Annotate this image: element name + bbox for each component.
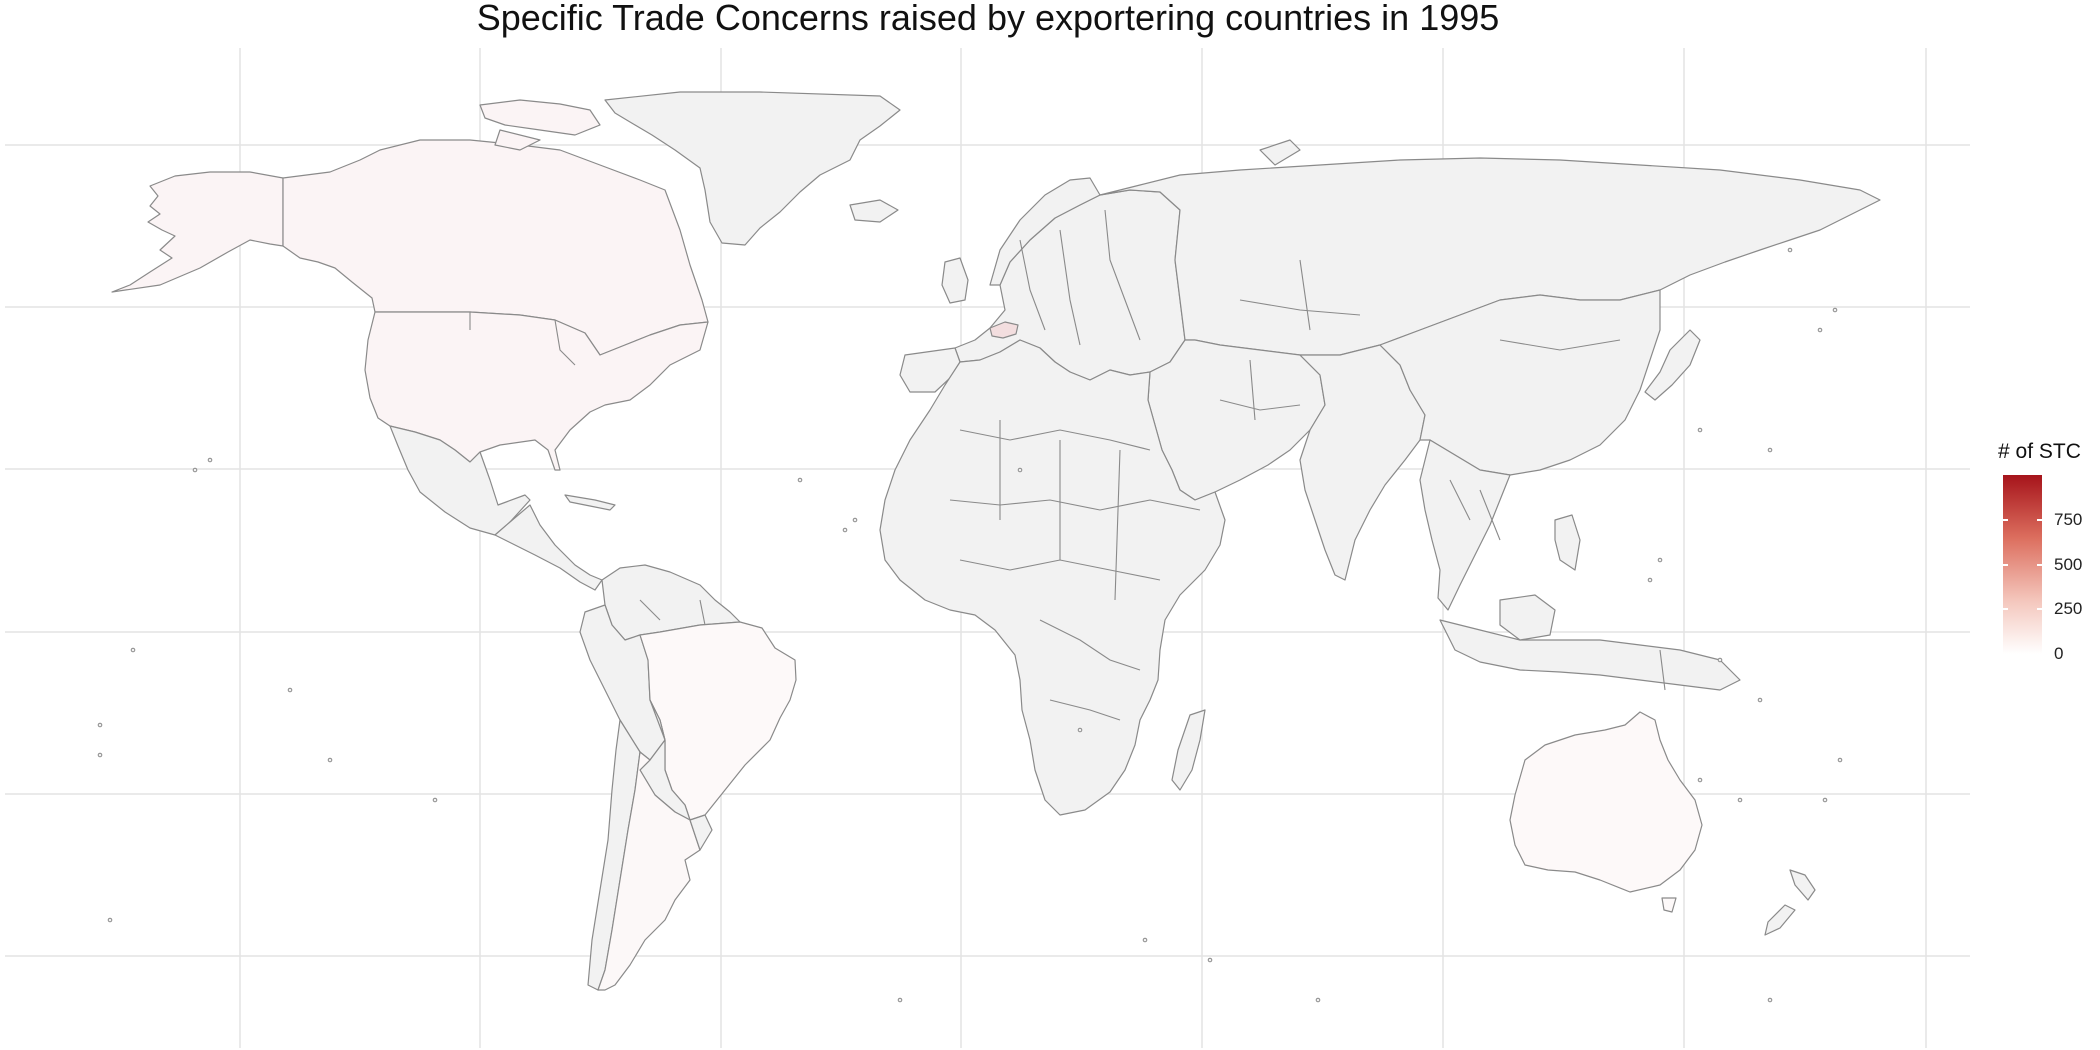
- island-mark: [327, 757, 333, 763]
- legend-tick: [2037, 518, 2042, 521]
- border-line: [1449, 479, 1501, 541]
- region-greenland: [604, 91, 901, 246]
- legend-label: 750: [2054, 509, 2083, 529]
- map-title: Specific Trade Concerns raised by export…: [476, 0, 1500, 38]
- legend-tick: [2037, 608, 2042, 611]
- region-australia: [1509, 711, 1703, 893]
- region-china-mongolia: [1379, 289, 1661, 476]
- region-japan: [1644, 329, 1701, 401]
- region-iceland: [849, 199, 899, 223]
- region-new-zealand: [1764, 869, 1816, 936]
- region-philippines: [1554, 514, 1581, 571]
- island-mark: [1837, 757, 1843, 763]
- region-indonesia-png: [1439, 619, 1741, 691]
- island-mark: [1647, 577, 1653, 583]
- legend-colorbar: [2003, 475, 2042, 654]
- island-mark: [797, 477, 803, 483]
- border-line: [949, 499, 1201, 511]
- country-borders: [469, 209, 1666, 721]
- island-mark: [1737, 797, 1743, 803]
- region-novaya-zemlya: [1259, 139, 1301, 166]
- region-southeast-asia: [1419, 439, 1511, 611]
- border-line: [1049, 699, 1121, 721]
- island-mark: [1822, 797, 1828, 803]
- border-line: [1659, 649, 1666, 691]
- island-mark: [107, 917, 113, 923]
- island-mark: [842, 527, 848, 533]
- border-line: [959, 429, 1151, 451]
- region-africa: [879, 339, 1226, 816]
- region-central-america: [494, 504, 603, 591]
- border-line: [1219, 359, 1301, 421]
- country-shapes: [111, 91, 1881, 991]
- legend-tick: [2037, 563, 2042, 566]
- island-mark: [432, 797, 438, 803]
- island-mark: [192, 467, 198, 473]
- region-alaska: [111, 171, 284, 293]
- island-mark: [97, 752, 103, 758]
- region-tasmania: [1661, 897, 1677, 913]
- island-mark: [897, 997, 903, 1003]
- island-mark: [207, 457, 213, 463]
- region-uruguay: [689, 814, 713, 851]
- region-mexico: [389, 425, 531, 536]
- region-argentina: [597, 751, 701, 991]
- island-mark: [1767, 447, 1773, 453]
- region-borneo-sulawesi: [1499, 594, 1556, 641]
- island-mark: [1757, 697, 1763, 703]
- legend-tick: [2003, 608, 2008, 611]
- border-line: [1019, 229, 1081, 346]
- border-line: [1104, 209, 1141, 341]
- region-madagascar: [1171, 709, 1206, 791]
- island-mark: [1207, 957, 1213, 963]
- border-line: [639, 599, 706, 626]
- region-caribbean-islands: [564, 494, 616, 511]
- island-mark: [1017, 467, 1023, 473]
- legend-label: 250: [2054, 599, 2083, 619]
- island-mark: [97, 722, 103, 728]
- island-mark: [1657, 557, 1663, 563]
- region-british-isles: [941, 257, 969, 304]
- region-iberia: [899, 347, 961, 393]
- island-mark: [1142, 937, 1148, 943]
- island-mark: [1787, 247, 1793, 253]
- region-arctic-islands: [479, 99, 601, 151]
- island-mark: [1697, 777, 1703, 783]
- border-line: [1239, 259, 1361, 331]
- island-mark: [1077, 727, 1083, 733]
- border-line: [999, 420, 1121, 601]
- island-mark: [1832, 307, 1838, 313]
- island-mark: [1717, 657, 1723, 663]
- island-mark: [1817, 327, 1823, 333]
- island-mark: [130, 647, 136, 653]
- island-mark: [1767, 997, 1773, 1003]
- island-mark: [852, 517, 858, 523]
- island-mark: [1697, 427, 1703, 433]
- island-mark: [287, 687, 293, 693]
- legend-tick: [2003, 518, 2008, 521]
- border-line: [1039, 619, 1141, 671]
- border-line: [1499, 339, 1621, 351]
- legend-label: 500: [2054, 554, 2083, 574]
- legend-label: 0: [2054, 644, 2064, 663]
- legend-tick: [2003, 563, 2008, 566]
- island-mark: [1315, 997, 1321, 1003]
- legend-title: # of STC: [1998, 440, 2081, 463]
- small-islands: [97, 247, 1843, 1003]
- region-switzerland: [989, 321, 1019, 339]
- border-line: [469, 312, 576, 366]
